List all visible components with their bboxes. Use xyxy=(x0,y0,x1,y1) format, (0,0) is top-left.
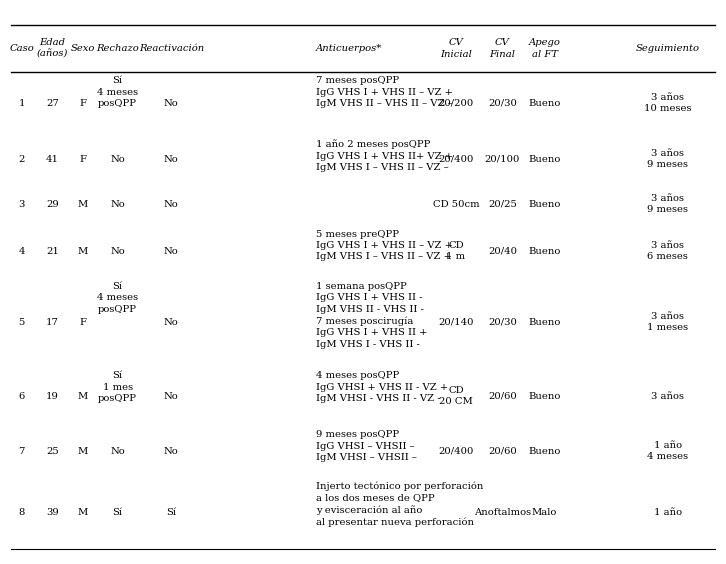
Text: 3 años
6 meses: 3 años 6 meses xyxy=(648,241,688,262)
Text: Anoftalmos: Anoftalmos xyxy=(474,508,531,517)
Text: 20/400: 20/400 xyxy=(439,155,473,164)
Text: No: No xyxy=(164,155,179,164)
Text: F: F xyxy=(79,318,86,327)
Text: 1 año: 1 año xyxy=(654,508,682,517)
Text: M: M xyxy=(78,392,88,400)
Text: 20/60: 20/60 xyxy=(488,447,517,456)
Text: Seguimiento: Seguimiento xyxy=(636,44,700,53)
Text: 39: 39 xyxy=(46,508,59,517)
Text: 20/60: 20/60 xyxy=(488,392,517,400)
Text: F: F xyxy=(79,155,86,164)
Text: 7: 7 xyxy=(19,447,25,456)
Text: 1 semana posQPP
IgG VHS I + VHS II -
IgM VHS II - VHS II -
7 meses poscirugía
Ig: 1 semana posQPP IgG VHS I + VHS II - IgM… xyxy=(316,282,427,349)
Text: CV
Final: CV Final xyxy=(489,38,515,59)
Text: No: No xyxy=(110,155,125,164)
Text: Bueno: Bueno xyxy=(529,155,560,164)
Text: No: No xyxy=(110,247,125,255)
Text: Sí
4 meses
posQPP: Sí 4 meses posQPP xyxy=(97,76,138,108)
Text: M: M xyxy=(78,247,88,255)
Text: No: No xyxy=(164,200,179,209)
Text: M: M xyxy=(78,447,88,456)
Text: 21: 21 xyxy=(46,247,59,255)
Text: No: No xyxy=(164,318,179,327)
Text: 7 meses posQPP
IgG VHS I + VHS II – VZ +
IgM VHS II – VHS II – VZ –: 7 meses posQPP IgG VHS I + VHS II – VZ +… xyxy=(316,76,453,108)
Text: No: No xyxy=(164,392,179,400)
Text: 41: 41 xyxy=(46,155,59,164)
Text: M: M xyxy=(78,200,88,209)
Text: Bueno: Bueno xyxy=(529,447,560,456)
Text: 17: 17 xyxy=(46,318,59,327)
Text: No: No xyxy=(164,447,179,456)
Text: 4 meses posQPP
IgG VHSI + VHS II - VZ +
IgM VHSI - VHS II - VZ -: 4 meses posQPP IgG VHSI + VHS II - VZ + … xyxy=(316,371,448,403)
Text: 19: 19 xyxy=(46,392,59,400)
Text: 20/100: 20/100 xyxy=(485,155,520,164)
Text: Sí
4 meses
posQPP: Sí 4 meses posQPP xyxy=(97,282,138,314)
Text: 3 años
9 meses: 3 años 9 meses xyxy=(648,194,688,214)
Text: Caso: Caso xyxy=(9,44,34,53)
Text: Bueno: Bueno xyxy=(529,392,560,400)
Text: 20/400: 20/400 xyxy=(439,447,473,456)
Text: No: No xyxy=(164,99,179,108)
Text: Reactivación: Reactivación xyxy=(139,44,204,53)
Text: 3 años
9 meses: 3 años 9 meses xyxy=(648,149,688,169)
Text: 20/30: 20/30 xyxy=(488,99,517,108)
Text: Malo: Malo xyxy=(532,508,557,517)
Text: Anticuerpos*: Anticuerpos* xyxy=(316,44,382,53)
Text: 2: 2 xyxy=(19,155,25,164)
Text: Bueno: Bueno xyxy=(529,247,560,255)
Text: 3: 3 xyxy=(19,200,25,209)
Text: 3 años
1 meses: 3 años 1 meses xyxy=(648,312,688,332)
Text: CD
1 m: CD 1 m xyxy=(446,241,465,262)
Text: Rechazo: Rechazo xyxy=(97,44,139,53)
Text: 1 año
4 meses: 1 año 4 meses xyxy=(648,441,688,461)
Text: 29: 29 xyxy=(46,200,59,209)
Text: 20/140: 20/140 xyxy=(439,318,473,327)
Text: 20/40: 20/40 xyxy=(488,247,517,255)
Text: Sí: Sí xyxy=(113,508,123,517)
Text: 4: 4 xyxy=(19,247,25,255)
Text: 1: 1 xyxy=(19,99,25,108)
Text: M: M xyxy=(78,508,88,517)
Text: 20/30: 20/30 xyxy=(488,318,517,327)
Text: 5: 5 xyxy=(19,318,25,327)
Text: CD
20 CM: CD 20 CM xyxy=(439,386,473,407)
Text: 9 meses posQPP
IgG VHSI – VHSII –
IgM VHSI – VHSII –: 9 meses posQPP IgG VHSI – VHSII – IgM VH… xyxy=(316,430,417,462)
Text: Injerto tectónico por perforación
a los dos meses de QPP
y evisceración al año
a: Injerto tectónico por perforación a los … xyxy=(316,481,484,527)
Text: Edad
(años): Edad (años) xyxy=(36,38,68,59)
Text: No: No xyxy=(110,200,125,209)
Text: Bueno: Bueno xyxy=(529,99,560,108)
Text: Apego
al FT: Apego al FT xyxy=(529,38,560,59)
Text: CV
Inicial: CV Inicial xyxy=(440,38,472,59)
Text: Bueno: Bueno xyxy=(529,200,560,209)
Text: 27: 27 xyxy=(46,99,59,108)
Text: F: F xyxy=(79,99,86,108)
Text: 20/25: 20/25 xyxy=(488,200,517,209)
Text: Sí
1 mes
posQPP: Sí 1 mes posQPP xyxy=(98,371,137,403)
Text: Bueno: Bueno xyxy=(529,318,560,327)
Text: 8: 8 xyxy=(19,508,25,517)
Text: 6: 6 xyxy=(19,392,25,400)
Text: Sí: Sí xyxy=(166,508,176,517)
Text: No: No xyxy=(164,247,179,255)
Text: CD 50cm: CD 50cm xyxy=(433,200,479,209)
Text: 1 año 2 meses posQPP
IgG VHS I + VHS II+ VZ +
IgM VHS I – VHS II – VZ –: 1 año 2 meses posQPP IgG VHS I + VHS II+… xyxy=(316,139,453,172)
Text: 3 años
10 meses: 3 años 10 meses xyxy=(644,93,692,113)
Text: 3 años: 3 años xyxy=(651,392,685,400)
Text: 25: 25 xyxy=(46,447,59,456)
Text: Sexo: Sexo xyxy=(70,44,95,53)
Text: 20/200: 20/200 xyxy=(439,99,473,108)
Text: 5 meses preQPP
IgG VHS I + VHS II – VZ +
IgM VHS I – VHS II – VZ +: 5 meses preQPP IgG VHS I + VHS II – VZ +… xyxy=(316,230,453,262)
Text: No: No xyxy=(110,447,125,456)
